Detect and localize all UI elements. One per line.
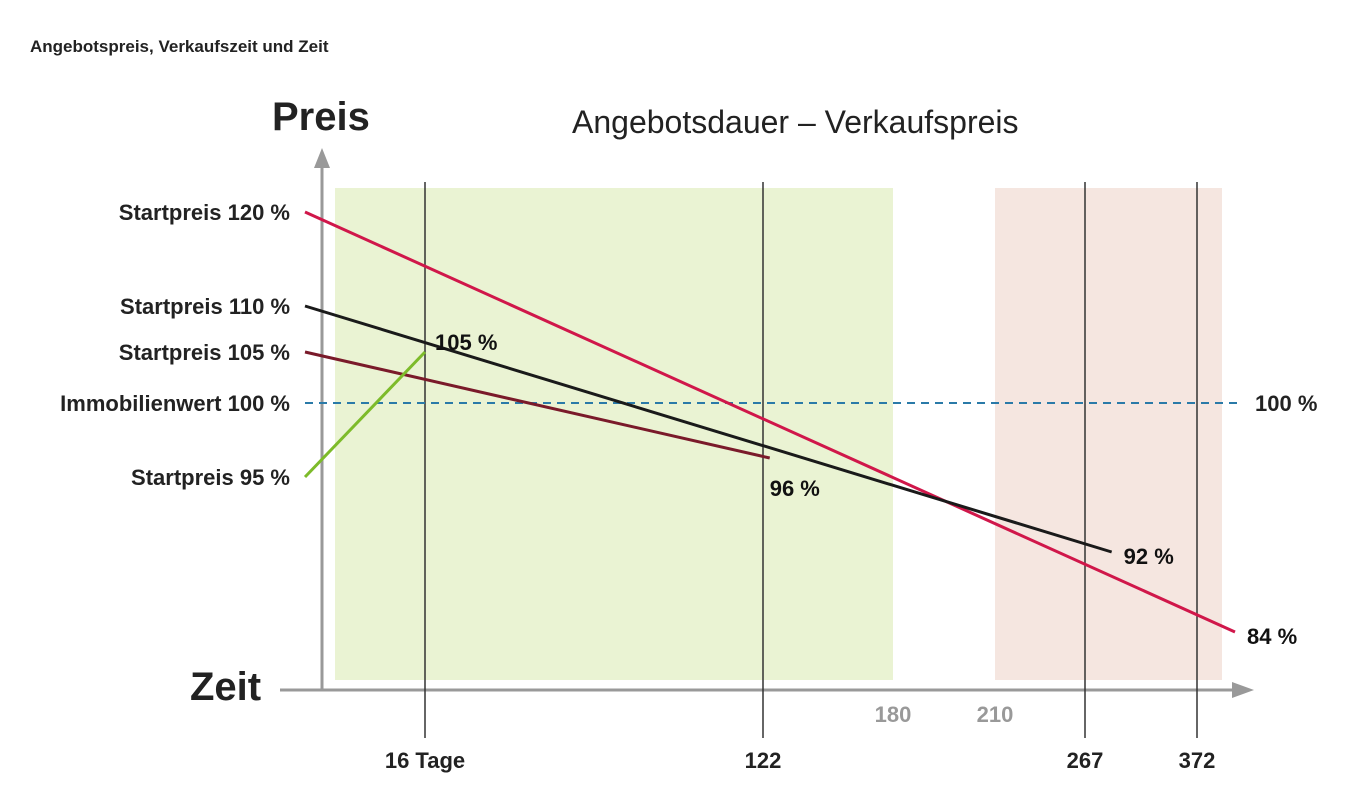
x-tick-label: 16 Tage (385, 748, 465, 773)
x-tick-label: 210 (977, 702, 1014, 727)
series-line (304, 350, 771, 460)
series-start-label: Startpreis 105 % (119, 340, 290, 365)
x-tick-label: 372 (1179, 748, 1216, 773)
reference-end-label: 100 % (1255, 391, 1317, 416)
x-tick-label: 267 (1067, 748, 1104, 773)
series-start-label: Startpreis 95 % (131, 465, 290, 490)
series-start-label: Startpreis 120 % (119, 200, 290, 225)
series-line (303, 350, 427, 479)
series-end-label: 105 % (435, 330, 497, 355)
series-end-label: 96 % (770, 476, 820, 501)
series-end-label: 92 % (1124, 544, 1174, 569)
y-axis-arrow-icon (314, 148, 330, 168)
series-end-label: 84 % (1247, 624, 1297, 649)
reference-label: Immobilienwert 100 % (60, 391, 290, 416)
background-band (995, 188, 1222, 680)
y-axis-label: Preis (272, 95, 370, 139)
x-axis-arrow-icon (1232, 682, 1254, 698)
axes (280, 148, 1254, 698)
chart-title: Angebotspreis, Verkaufszeit und Zeit (30, 37, 329, 56)
series-start-label: Startpreis 110 % (120, 294, 290, 319)
x-axis-label: Zeit (190, 665, 261, 709)
x-tick-label: 122 (745, 748, 782, 773)
series-line (304, 304, 1113, 554)
x-tick-label: 180 (875, 702, 912, 727)
series-line (304, 210, 1236, 634)
chart-subtitle: Angebotsdauer – Verkaufspreis (572, 104, 1019, 140)
